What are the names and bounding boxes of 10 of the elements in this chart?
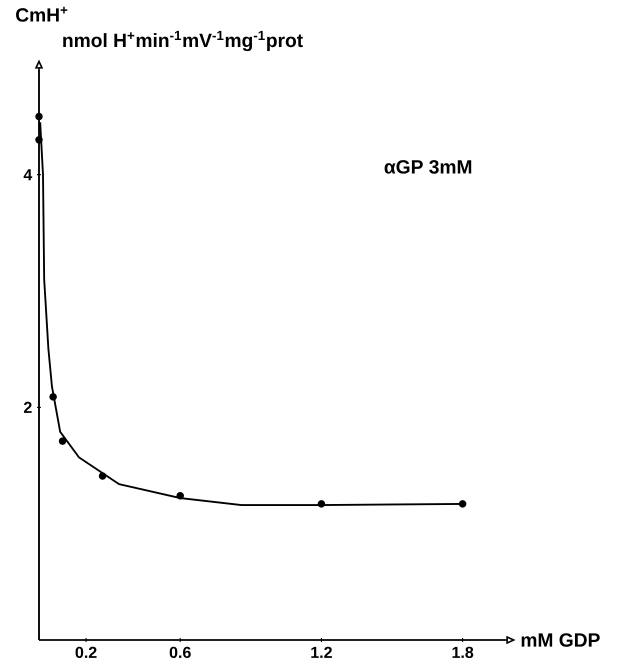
x-tick-label: 1.2 [311, 646, 332, 658]
x-tick-label: 0.6 [170, 646, 191, 658]
y-axis-title: CmH$^{+}$ [16, 6, 68, 22]
y-tick-label: 4 [24, 169, 32, 180]
text: nmol H$^{+}$min$^{-1}$mV$^{-1}$mg$^{-1}$prot [63, 30, 303, 52]
y-tick-label: 2 [24, 402, 32, 413]
x-tick-label: 0.2 [76, 646, 97, 658]
x-tick-label: 1.8 [452, 646, 474, 658]
annotation: αGP 3mM [384, 160, 472, 174]
x-axis-title: mM GDP [522, 633, 600, 647]
